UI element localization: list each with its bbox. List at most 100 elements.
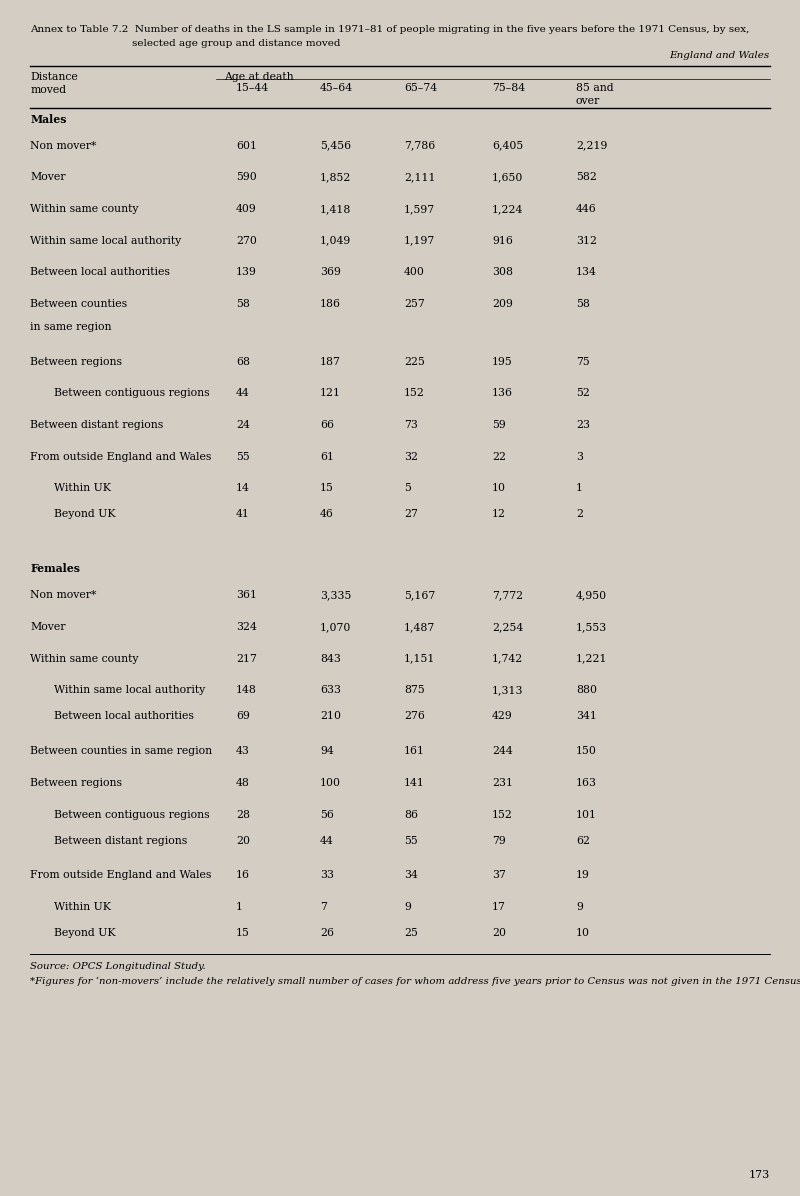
Text: 601: 601 bbox=[236, 141, 257, 151]
Text: Between local authorities: Between local authorities bbox=[30, 268, 170, 277]
Text: Beyond UK: Beyond UK bbox=[54, 928, 116, 938]
Text: 7,772: 7,772 bbox=[492, 591, 523, 600]
Text: Between counties: Between counties bbox=[30, 299, 127, 309]
Text: 100: 100 bbox=[320, 777, 341, 788]
Text: Mover: Mover bbox=[30, 622, 66, 631]
Text: 12: 12 bbox=[492, 509, 506, 519]
Text: 1,650: 1,650 bbox=[492, 172, 523, 182]
Text: 28: 28 bbox=[236, 810, 250, 819]
Text: 55: 55 bbox=[404, 836, 418, 846]
Text: 1,224: 1,224 bbox=[492, 205, 523, 214]
Text: 1,742: 1,742 bbox=[492, 654, 523, 664]
Text: 2,111: 2,111 bbox=[404, 172, 435, 182]
Text: 44: 44 bbox=[320, 836, 334, 846]
Text: 79: 79 bbox=[492, 836, 506, 846]
Text: 43: 43 bbox=[236, 746, 250, 756]
Text: 161: 161 bbox=[404, 746, 425, 756]
Text: 75: 75 bbox=[576, 356, 590, 367]
Text: 1: 1 bbox=[236, 902, 243, 913]
Text: 62: 62 bbox=[576, 836, 590, 846]
Text: 34: 34 bbox=[404, 871, 418, 880]
Text: Source: OPCS Longitudinal Study.: Source: OPCS Longitudinal Study. bbox=[30, 962, 206, 971]
Text: Non mover*: Non mover* bbox=[30, 141, 97, 151]
Text: 69: 69 bbox=[236, 712, 250, 721]
Text: Within same local authority: Within same local authority bbox=[30, 236, 182, 245]
Text: 5,456: 5,456 bbox=[320, 141, 351, 151]
Text: 2,254: 2,254 bbox=[492, 622, 523, 631]
Text: 46: 46 bbox=[320, 509, 334, 519]
Text: 1,418: 1,418 bbox=[320, 205, 351, 214]
Text: in same region: in same region bbox=[30, 322, 112, 331]
Text: 195: 195 bbox=[492, 356, 513, 367]
Text: 73: 73 bbox=[404, 420, 418, 431]
Text: 446: 446 bbox=[576, 205, 597, 214]
Text: Between local authorities: Between local authorities bbox=[54, 712, 194, 721]
Text: 48: 48 bbox=[236, 777, 250, 788]
Text: 68: 68 bbox=[236, 356, 250, 367]
Text: 173: 173 bbox=[748, 1170, 770, 1179]
Text: 187: 187 bbox=[320, 356, 341, 367]
Text: 3,335: 3,335 bbox=[320, 591, 351, 600]
Text: Between contiguous regions: Between contiguous regions bbox=[54, 810, 210, 819]
Text: 9: 9 bbox=[404, 902, 411, 913]
Text: 32: 32 bbox=[404, 452, 418, 462]
Text: 7,786: 7,786 bbox=[404, 141, 435, 151]
Text: Within same county: Within same county bbox=[30, 654, 139, 664]
Text: From outside England and Wales: From outside England and Wales bbox=[30, 452, 212, 462]
Text: 6,405: 6,405 bbox=[492, 141, 523, 151]
Text: 341: 341 bbox=[576, 712, 597, 721]
Text: Age at death: Age at death bbox=[224, 72, 294, 81]
Text: 7: 7 bbox=[320, 902, 327, 913]
Text: 312: 312 bbox=[576, 236, 597, 245]
Text: 369: 369 bbox=[320, 268, 341, 277]
Text: Non mover*: Non mover* bbox=[30, 591, 97, 600]
Text: 152: 152 bbox=[404, 389, 425, 398]
Text: 880: 880 bbox=[576, 685, 597, 695]
Text: 1: 1 bbox=[576, 483, 583, 494]
Text: 186: 186 bbox=[320, 299, 341, 309]
Text: 55: 55 bbox=[236, 452, 250, 462]
Text: 633: 633 bbox=[320, 685, 341, 695]
Text: Within same local authority: Within same local authority bbox=[54, 685, 206, 695]
Text: Within UK: Within UK bbox=[54, 902, 111, 913]
Text: 210: 210 bbox=[320, 712, 341, 721]
Text: 1,597: 1,597 bbox=[404, 205, 435, 214]
Text: 17: 17 bbox=[492, 902, 506, 913]
Text: 58: 58 bbox=[236, 299, 250, 309]
Text: Between distant regions: Between distant regions bbox=[54, 836, 188, 846]
Text: Between regions: Between regions bbox=[30, 777, 122, 788]
Text: 1,313: 1,313 bbox=[492, 685, 523, 695]
Text: 15: 15 bbox=[320, 483, 334, 494]
Text: 361: 361 bbox=[236, 591, 257, 600]
Text: 65–74: 65–74 bbox=[404, 83, 437, 92]
Text: 2: 2 bbox=[576, 509, 583, 519]
Text: Between distant regions: Between distant regions bbox=[30, 420, 164, 431]
Text: Between regions: Between regions bbox=[30, 356, 122, 367]
Text: 843: 843 bbox=[320, 654, 341, 664]
Text: 27: 27 bbox=[404, 509, 418, 519]
Text: Males: Males bbox=[30, 114, 67, 124]
Text: 25: 25 bbox=[404, 928, 418, 938]
Text: Mover: Mover bbox=[30, 172, 66, 182]
Text: 19: 19 bbox=[576, 871, 590, 880]
Text: Annex to Table 7.2  Number of deaths in the LS sample in 1971–81 of people migra: Annex to Table 7.2 Number of deaths in t… bbox=[30, 25, 750, 35]
Text: 225: 225 bbox=[404, 356, 425, 367]
Text: 244: 244 bbox=[492, 746, 513, 756]
Text: 66: 66 bbox=[320, 420, 334, 431]
Text: 75–84: 75–84 bbox=[492, 83, 525, 92]
Text: 139: 139 bbox=[236, 268, 257, 277]
Text: 209: 209 bbox=[492, 299, 513, 309]
Text: 94: 94 bbox=[320, 746, 334, 756]
Text: 308: 308 bbox=[492, 268, 513, 277]
Text: 1,151: 1,151 bbox=[404, 654, 435, 664]
Text: 23: 23 bbox=[576, 420, 590, 431]
Text: 1,070: 1,070 bbox=[320, 622, 351, 631]
Text: *Figures for ‘non-movers’ include the relatively small number of cases for whom : *Figures for ‘non-movers’ include the re… bbox=[30, 976, 800, 986]
Text: 141: 141 bbox=[404, 777, 425, 788]
Text: 1,197: 1,197 bbox=[404, 236, 435, 245]
Text: 2,219: 2,219 bbox=[576, 141, 607, 151]
Text: Distance: Distance bbox=[30, 72, 78, 81]
Text: 582: 582 bbox=[576, 172, 597, 182]
Text: 37: 37 bbox=[492, 871, 506, 880]
Text: Within UK: Within UK bbox=[54, 483, 111, 494]
